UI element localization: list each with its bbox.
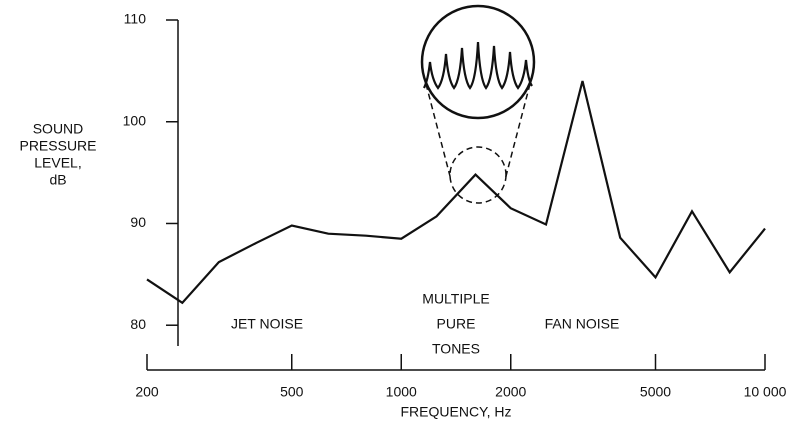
y-tick-label: 80	[130, 316, 146, 332]
zoom-line	[426, 84, 451, 180]
inset-circle	[422, 6, 534, 118]
tone-waveform	[424, 42, 532, 88]
x-tick-label: 200	[135, 384, 159, 400]
chart: 80 90 100 110 200 500 1000 2000 5000 10 000 FREQUE…	[0, 0, 796, 433]
annotation: TONES	[432, 341, 480, 357]
x-tick-label: 2000	[495, 384, 526, 400]
annotation: JET NOISE	[231, 316, 303, 332]
annotation: PURE	[437, 316, 476, 332]
x-axis-label: FREQUENCY, Hz	[401, 404, 512, 420]
y-axis-label: dB	[49, 172, 66, 188]
page: {"chart_data": {"type": "line", "x": [20…	[0, 0, 796, 433]
x-tick-label: 5000	[640, 384, 671, 400]
y-tick-label: 110	[124, 11, 147, 27]
y-axis-label: SOUND	[33, 121, 84, 137]
tone-inset	[422, 6, 534, 203]
y-axis-label: PRESSURE	[19, 138, 96, 154]
y-tick-label: 90	[130, 214, 146, 230]
y-tick-label: 100	[123, 112, 147, 128]
x-tick-label: 500	[280, 384, 304, 400]
y-axis-label: LEVEL,	[34, 155, 81, 171]
zoom-line	[505, 84, 530, 180]
x-tick-label: 10 000	[744, 384, 787, 400]
annotation: MULTIPLE	[422, 291, 489, 307]
annotation: FAN NOISE	[545, 316, 620, 332]
x-tick-label: 1000	[386, 384, 417, 400]
